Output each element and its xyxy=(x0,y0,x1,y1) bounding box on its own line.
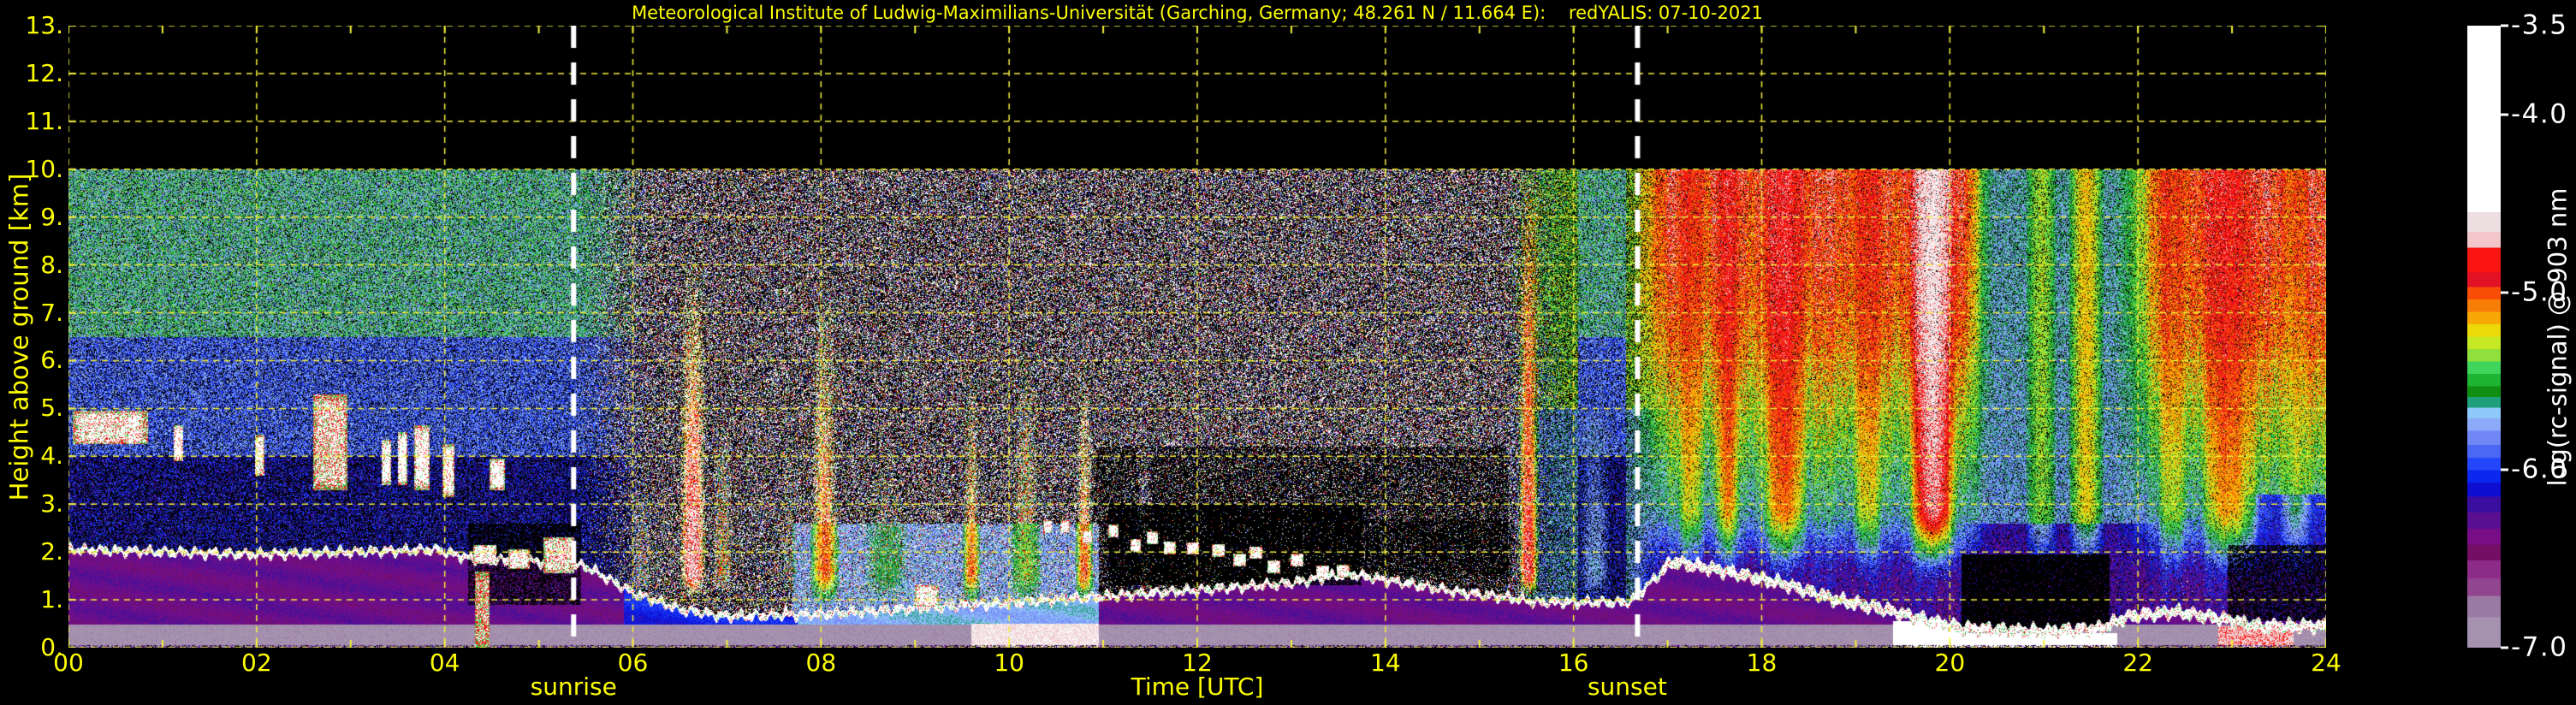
y-tick-label: 0. xyxy=(40,633,63,661)
x-tick-label: 18 xyxy=(1746,649,1778,677)
sunset-annotation: sunset xyxy=(1587,672,1667,701)
y-tick-label: 5. xyxy=(40,394,63,423)
y-tick-label: 4. xyxy=(40,441,63,471)
y-tick-label: 11. xyxy=(25,106,63,135)
x-tick-label: 20 xyxy=(1934,649,1966,677)
colorbar-tick-label: -4.0 xyxy=(2511,98,2568,130)
y-tick-label: 6. xyxy=(40,346,63,375)
x-tick-label: 00 xyxy=(53,649,84,677)
y-tick-label: 1. xyxy=(40,585,63,614)
x-tick-label: 16 xyxy=(1558,649,1589,677)
x-tick-label: 08 xyxy=(805,649,837,677)
colorbar-tick-label: -5.0 xyxy=(2511,276,2568,308)
x-tick-label: 24 xyxy=(2311,649,2342,677)
x-tick-label: 12 xyxy=(1182,649,1213,677)
colorbar-label: log(rc-signal) @ 903 nm xyxy=(2542,187,2572,486)
colorbar-tick-label: -7.0 xyxy=(2511,631,2568,663)
y-tick-label: 10. xyxy=(25,154,63,183)
colorbar xyxy=(2467,26,2501,648)
colorbar-tick-mark xyxy=(2501,646,2508,649)
y-tick-label: 9. xyxy=(40,202,63,231)
x-tick-label: 14 xyxy=(1370,649,1401,677)
colorbar-tick-mark xyxy=(2501,24,2508,27)
x-tick-label: 06 xyxy=(617,649,649,677)
colorbar-tick-label: -6.0 xyxy=(2511,453,2568,485)
y-tick-label: 3. xyxy=(40,489,63,518)
x-axis-label: Time [UTC] xyxy=(1131,672,1264,701)
colorbar-tick-mark xyxy=(2501,291,2508,294)
plot-grid-canvas xyxy=(68,26,2326,648)
y-tick-label: 2. xyxy=(40,537,63,566)
x-tick-label: 02 xyxy=(241,649,272,677)
colorbar-tick-label: -3.5 xyxy=(2511,9,2568,41)
colorbar-tick-mark xyxy=(2501,468,2508,471)
colorbar-tick-mark xyxy=(2501,113,2508,116)
sunrise-annotation: sunrise xyxy=(530,672,617,701)
y-tick-label: 12. xyxy=(25,58,63,87)
y-tick-label: 7. xyxy=(40,298,63,327)
x-tick-label: 22 xyxy=(2122,649,2153,677)
x-tick-label: 10 xyxy=(994,649,1024,677)
y-axis-label: Height above ground [km] xyxy=(3,173,33,501)
y-tick-label: 13. xyxy=(25,11,63,39)
y-tick-label: 8. xyxy=(40,250,63,279)
page-title: Meteorological Institute of Ludwig-Maxim… xyxy=(632,3,1763,23)
x-tick-label: 04 xyxy=(429,649,460,677)
